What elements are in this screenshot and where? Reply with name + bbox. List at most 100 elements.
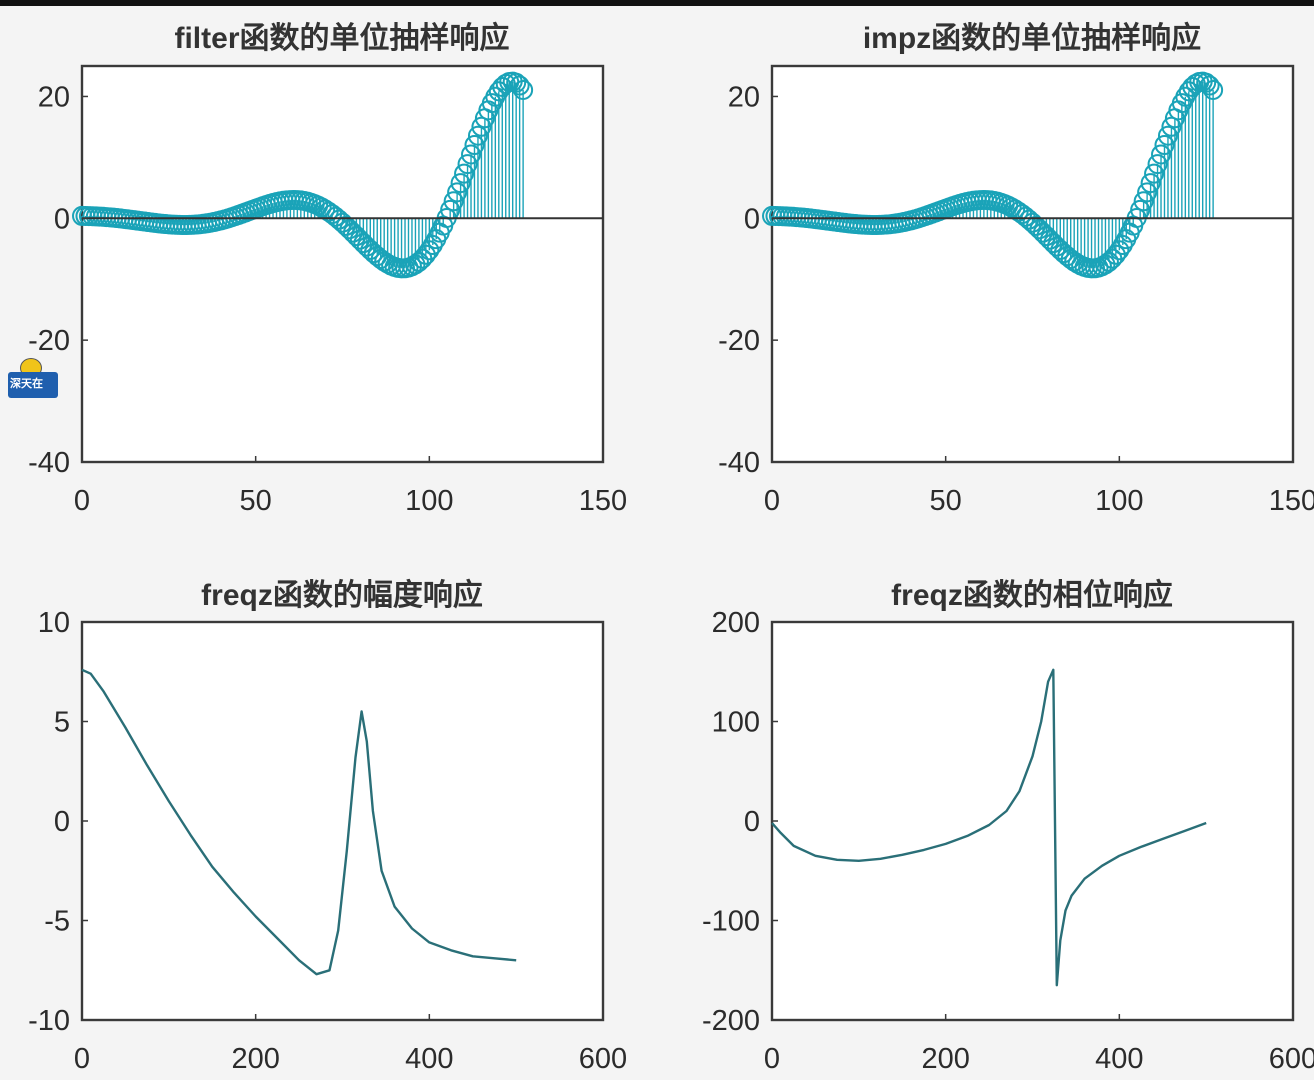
y-tick-label: 20 bbox=[728, 81, 760, 113]
y-tick-label: 5 bbox=[54, 707, 70, 739]
subplot-phase: freqz函数的相位响应 0 200 400 600 200 100 0 -100 -200 bbox=[702, 578, 1314, 1075]
stem-marker bbox=[506, 72, 527, 93]
stem-marker bbox=[1203, 79, 1224, 100]
title-magnitude: freqz函数的幅度响应 bbox=[201, 578, 483, 612]
x-tick-label: 200 bbox=[921, 1043, 969, 1075]
y-tick-label: -10 bbox=[28, 1005, 70, 1037]
badge-text: 深天在 bbox=[10, 378, 43, 390]
axes-box-phase bbox=[770, 620, 1295, 1022]
x-tick-label: 100 bbox=[1095, 485, 1143, 517]
y-tick-label: -40 bbox=[28, 447, 70, 479]
stem-marker bbox=[1196, 72, 1217, 93]
y-tick-label: 0 bbox=[744, 203, 760, 235]
stem-marker bbox=[408, 251, 429, 272]
x-tick-label: 200 bbox=[231, 1043, 279, 1075]
stem-marker bbox=[464, 134, 485, 155]
y-tick-label: 20 bbox=[38, 81, 70, 113]
stem-marker bbox=[443, 191, 464, 212]
x-tick-label: 0 bbox=[764, 485, 780, 517]
stem-marker bbox=[1140, 173, 1161, 194]
stem-marker bbox=[419, 240, 440, 261]
stem-marker bbox=[1144, 163, 1165, 184]
stem-marker bbox=[447, 182, 468, 203]
axes-box-magnitude bbox=[80, 620, 605, 1022]
x-tick-label: 150 bbox=[1269, 485, 1314, 517]
stem-marker bbox=[1043, 233, 1064, 254]
stem-marker bbox=[1036, 226, 1057, 247]
y-tick-label: -20 bbox=[28, 325, 70, 357]
stem-marker bbox=[1098, 251, 1119, 272]
stem-marker bbox=[1151, 144, 1172, 165]
x-tick-label: 0 bbox=[764, 1043, 780, 1075]
stem-marker bbox=[339, 219, 360, 240]
y-tick-label: 10 bbox=[38, 607, 70, 639]
title-phase: freqz函数的相位响应 bbox=[891, 578, 1173, 612]
x-tick-label: 0 bbox=[74, 1043, 90, 1075]
title-filter: filter函数的单位抽样响应 bbox=[174, 21, 509, 55]
y-tick-label: -200 bbox=[702, 1005, 760, 1037]
x-tick-label: 400 bbox=[405, 1043, 453, 1075]
stem-marker bbox=[1147, 154, 1168, 175]
x-tick-label: 50 bbox=[930, 485, 962, 517]
y-tick-label: 200 bbox=[712, 607, 760, 639]
stem-marker bbox=[1161, 116, 1182, 137]
y-tick-label: 100 bbox=[712, 707, 760, 739]
stem-marker bbox=[1029, 219, 1050, 240]
stem-marker bbox=[346, 226, 367, 247]
stem-marker bbox=[1032, 222, 1053, 243]
stem-marker bbox=[454, 163, 475, 184]
stem-marker bbox=[471, 116, 492, 137]
stem-marker bbox=[353, 233, 374, 254]
y-tick-label: 0 bbox=[744, 806, 760, 838]
subplot-magnitude: freqz函数的幅度响应 0 200 400 600 10 5 0 -5 -10 bbox=[28, 578, 627, 1075]
x-tick-label: 150 bbox=[579, 485, 627, 517]
ticks-magnitude: 0 200 400 600 10 5 0 -5 -10 bbox=[28, 607, 627, 1075]
stem-marker bbox=[1199, 75, 1220, 96]
stem-marker bbox=[1157, 125, 1178, 146]
ticks-phase: 0 200 400 600 200 100 0 -100 -200 bbox=[702, 607, 1314, 1075]
series-line-phase bbox=[771, 668, 1207, 987]
x-tick-label: 0 bbox=[74, 485, 90, 517]
stem-marker bbox=[1154, 134, 1175, 155]
stem-marks-filter bbox=[72, 71, 603, 279]
line-marks-magnitude bbox=[81, 668, 517, 976]
x-tick-label: 50 bbox=[240, 485, 272, 517]
stem-marker bbox=[457, 154, 478, 175]
stem-marker bbox=[450, 173, 471, 194]
stem-marker bbox=[332, 212, 353, 233]
stem-marker bbox=[1109, 240, 1130, 261]
y-tick-label: -5 bbox=[44, 906, 70, 938]
stem-marker bbox=[467, 125, 488, 146]
stem-marker bbox=[1022, 212, 1043, 233]
stem-marker bbox=[509, 75, 530, 96]
axes-box-filter bbox=[80, 64, 605, 464]
stem-marker bbox=[349, 229, 370, 250]
series-line-magnitude bbox=[81, 668, 517, 976]
y-tick-label: 0 bbox=[54, 203, 70, 235]
stem-marker bbox=[1039, 229, 1060, 250]
x-tick-label: 600 bbox=[1269, 1043, 1314, 1075]
title-impz: impz函数的单位抽样响应 bbox=[863, 21, 1201, 55]
stem-marker bbox=[461, 144, 482, 165]
stem-marker bbox=[335, 215, 356, 236]
stem-marker bbox=[342, 222, 363, 243]
axes-box-impz bbox=[770, 64, 1295, 464]
x-tick-label: 400 bbox=[1095, 1043, 1143, 1075]
stem-marker bbox=[513, 79, 534, 100]
badge-plate bbox=[8, 372, 58, 398]
cartoon-badge-icon: 深天在 bbox=[6, 356, 58, 400]
y-tick-label: -100 bbox=[702, 906, 760, 938]
stem-marker bbox=[1025, 215, 1046, 236]
stem-marker bbox=[1137, 182, 1158, 203]
line-marks-phase bbox=[771, 668, 1207, 987]
stem-marker bbox=[1057, 246, 1078, 267]
x-tick-label: 600 bbox=[579, 1043, 627, 1075]
y-tick-label: -20 bbox=[718, 325, 760, 357]
stem-marks-impz bbox=[762, 71, 1293, 279]
y-tick-label: 0 bbox=[54, 806, 70, 838]
